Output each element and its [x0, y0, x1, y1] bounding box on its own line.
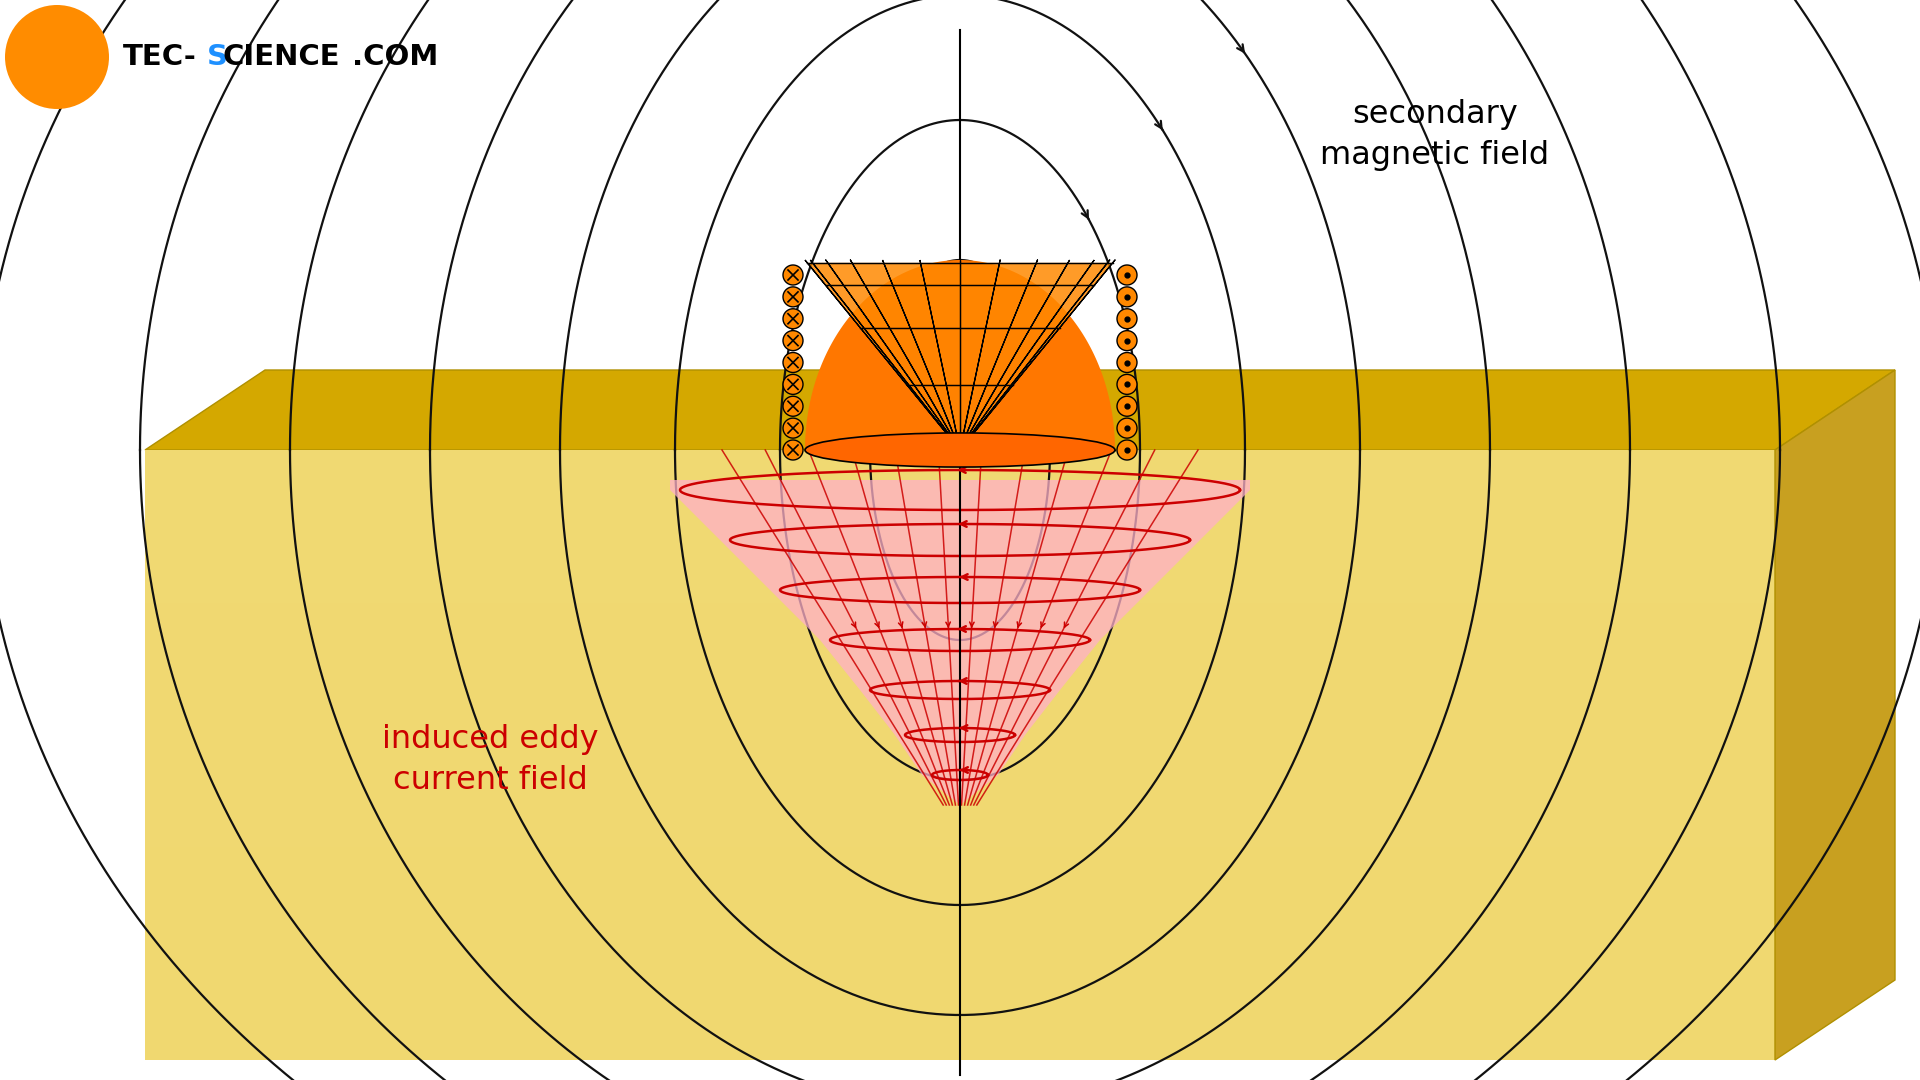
- Polygon shape: [146, 511, 1774, 541]
- Circle shape: [6, 5, 109, 109]
- Polygon shape: [826, 285, 1094, 328]
- Circle shape: [1117, 396, 1137, 416]
- Circle shape: [1117, 287, 1137, 307]
- Circle shape: [783, 265, 803, 285]
- Circle shape: [1117, 265, 1137, 285]
- Polygon shape: [804, 260, 1116, 450]
- Polygon shape: [860, 328, 1060, 384]
- Polygon shape: [806, 262, 1114, 285]
- Polygon shape: [906, 384, 1014, 450]
- Polygon shape: [906, 384, 1014, 450]
- Circle shape: [783, 418, 803, 438]
- Text: S: S: [207, 43, 228, 71]
- Polygon shape: [860, 328, 1060, 384]
- Polygon shape: [806, 262, 1114, 285]
- Circle shape: [1117, 375, 1137, 394]
- Polygon shape: [670, 480, 1250, 805]
- Circle shape: [783, 352, 803, 373]
- Circle shape: [1117, 418, 1137, 438]
- Circle shape: [1117, 330, 1137, 351]
- Circle shape: [783, 396, 803, 416]
- Circle shape: [783, 375, 803, 394]
- Polygon shape: [146, 663, 1774, 694]
- Polygon shape: [146, 633, 1774, 663]
- Polygon shape: [146, 450, 1774, 1059]
- Text: TEC-: TEC-: [123, 43, 198, 71]
- Text: CIENCE: CIENCE: [223, 43, 340, 71]
- Polygon shape: [146, 541, 1774, 572]
- Polygon shape: [146, 603, 1774, 633]
- Ellipse shape: [804, 433, 1116, 467]
- Polygon shape: [1774, 370, 1895, 1059]
- Polygon shape: [146, 481, 1774, 511]
- Polygon shape: [826, 285, 1094, 328]
- Circle shape: [1117, 309, 1137, 328]
- Circle shape: [1117, 352, 1137, 373]
- Text: .COM: .COM: [351, 43, 438, 71]
- Circle shape: [783, 440, 803, 460]
- Circle shape: [783, 287, 803, 307]
- Circle shape: [783, 309, 803, 328]
- Text: secondary
magnetic field: secondary magnetic field: [1321, 99, 1549, 171]
- Polygon shape: [146, 572, 1774, 603]
- Text: induced eddy
current field: induced eddy current field: [382, 725, 599, 796]
- Polygon shape: [146, 450, 1774, 481]
- Circle shape: [783, 330, 803, 351]
- Circle shape: [1117, 440, 1137, 460]
- Polygon shape: [146, 370, 1895, 450]
